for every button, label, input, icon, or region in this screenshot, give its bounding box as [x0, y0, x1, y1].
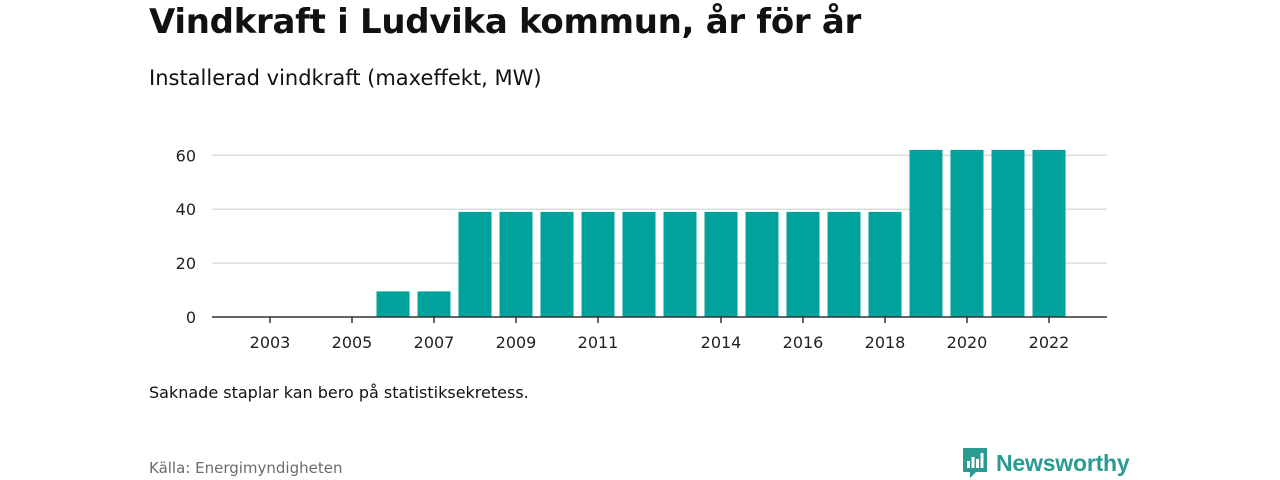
- y-tick-label-20: 20: [176, 254, 196, 273]
- x-tick-label-2005: 2005: [332, 333, 373, 352]
- source-credit: Källa: Energimyndigheten: [149, 459, 343, 477]
- bar-2008[interactable]: [458, 211, 492, 317]
- bar-2011[interactable]: [581, 211, 615, 317]
- bar-2012[interactable]: [622, 211, 656, 317]
- x-tick-label-2007: 2007: [414, 333, 455, 352]
- x-tick-labels: 2003 2005 2007 2009 2011 2014 2016 2018 2020 2022: [250, 333, 1070, 352]
- x-tick-label-2016: 2016: [783, 333, 824, 352]
- x-tick-label-2009: 2009: [496, 333, 537, 352]
- bar-2020[interactable]: [950, 149, 984, 317]
- y-tick-label-60: 60: [176, 146, 196, 165]
- bar-2007[interactable]: [417, 291, 451, 317]
- bar-2006[interactable]: [376, 291, 410, 317]
- x-tick-label-2014: 2014: [701, 333, 742, 352]
- bar-2010[interactable]: [540, 211, 574, 317]
- y-tick-label-0: 0: [186, 308, 196, 327]
- x-tick-label-2011: 2011: [578, 333, 619, 352]
- bars: [376, 149, 1066, 317]
- footnote: Saknade staplar kan bero på statistiksek…: [149, 383, 529, 402]
- x-tick-label-2018: 2018: [865, 333, 906, 352]
- chart-title: Vindkraft i Ludvika kommun, år för år: [149, 2, 862, 42]
- bar-chart-logo-icon: [963, 448, 987, 478]
- bar-2019[interactable]: [909, 149, 943, 317]
- y-tick-label-40: 40: [176, 200, 196, 219]
- x-tick-label-2022: 2022: [1029, 333, 1070, 352]
- brand-name: Newsworthy: [996, 449, 1130, 476]
- bar-2018[interactable]: [868, 211, 902, 317]
- bar-2021[interactable]: [991, 149, 1025, 317]
- bar-2015[interactable]: [745, 211, 779, 317]
- y-tick-labels: 0 20 40 60: [176, 146, 196, 327]
- axes: [212, 316, 1107, 323]
- x-tick-label-2003: 2003: [250, 333, 291, 352]
- x-tick-label-2020: 2020: [947, 333, 988, 352]
- brand-logo-link[interactable]: Newsworthy: [962, 446, 1130, 480]
- bar-2016[interactable]: [786, 211, 820, 317]
- bar-2022[interactable]: [1032, 149, 1066, 317]
- bar-2014[interactable]: [704, 211, 738, 317]
- chart-subtitle: Installerad vindkraft (maxeffekt, MW): [149, 66, 542, 90]
- bar-2017[interactable]: [827, 211, 861, 317]
- bar-2009[interactable]: [499, 211, 533, 317]
- bar-2013[interactable]: [663, 211, 697, 317]
